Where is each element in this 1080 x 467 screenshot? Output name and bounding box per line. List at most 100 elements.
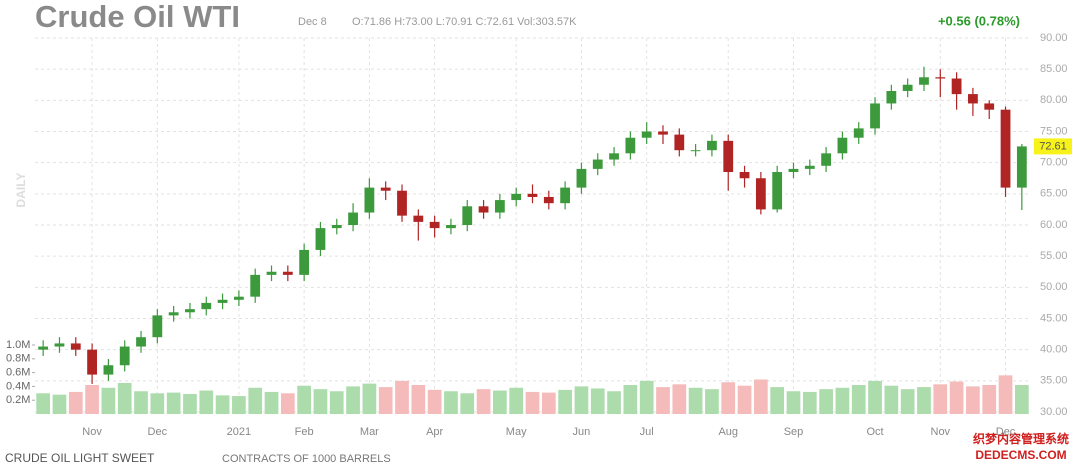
candle-body <box>380 187 391 191</box>
candle-body <box>234 296 244 300</box>
volume-bar <box>607 391 621 414</box>
candle-body <box>690 150 701 152</box>
candle-body <box>282 271 293 275</box>
candle-body <box>968 94 978 104</box>
y-tick-label: 90.00 <box>1040 32 1068 44</box>
change-label: +0.56 (0.78%) <box>938 13 1020 28</box>
volume-bar <box>150 393 165 414</box>
volume-bar <box>166 392 181 414</box>
candle-body <box>54 343 65 347</box>
volume-bar <box>623 385 638 414</box>
y-tick-label: 45.00 <box>1040 312 1068 324</box>
volume-bar <box>101 387 116 414</box>
y-tick-label: 55.00 <box>1040 250 1068 262</box>
price-badge <box>1034 138 1072 155</box>
candle-body <box>348 212 358 225</box>
volume-bar <box>721 382 736 414</box>
candle-body <box>266 271 277 275</box>
chart-title: Crude Oil WTI <box>35 0 240 34</box>
volume-bar <box>199 390 214 414</box>
candle-body <box>429 221 440 229</box>
x-tick-label: Jul <box>640 426 654 438</box>
candle-body <box>592 159 603 169</box>
y2-tick-label: 0.2M <box>6 394 30 406</box>
candle-body <box>870 103 880 129</box>
y-tick-label: 50.00 <box>1040 281 1068 293</box>
candle-body <box>804 165 815 169</box>
candle-body <box>250 274 261 297</box>
candle-body <box>576 168 587 188</box>
candle-body <box>625 137 636 154</box>
volume-bar <box>574 386 589 414</box>
volume-bar <box>737 385 752 414</box>
x-tick-label: Dec <box>996 426 1016 438</box>
candle-body <box>609 153 619 160</box>
candle-body <box>201 302 212 310</box>
x-tick-label: Nov <box>82 426 102 438</box>
volume-bar <box>411 385 426 414</box>
candle-body <box>185 309 195 313</box>
volume-bar <box>949 381 964 414</box>
volume-bar <box>590 388 605 414</box>
y2-tick-label: 0.4M <box>6 380 30 392</box>
volume-bar <box>215 395 230 414</box>
candle-body <box>70 343 81 350</box>
candle-body <box>462 206 473 225</box>
candle-body <box>511 193 522 201</box>
candle-body <box>821 153 831 166</box>
volume-bar <box>280 393 295 414</box>
x-tick-label: Apr <box>426 426 443 438</box>
volume-bar <box>134 391 148 414</box>
y-tick-label: 80.00 <box>1040 94 1068 106</box>
x-tick-label: Nov <box>931 426 951 438</box>
volume-bar <box>541 392 556 414</box>
x-tick-label: May <box>506 426 527 438</box>
candle-body <box>1000 109 1011 188</box>
candle-body <box>494 200 505 213</box>
volume-bar <box>85 385 99 414</box>
candle-body <box>984 103 995 110</box>
candle-body <box>315 228 326 250</box>
x-tick-label: Sep <box>784 426 804 438</box>
x-tick-label: Jun <box>573 426 591 438</box>
volume-bar <box>346 386 360 414</box>
volume-bar <box>493 390 507 414</box>
candle-body <box>168 312 179 316</box>
ohlc-info: O:71.86 H:73.00 L:70.91 C:72.61 Vol:303.… <box>352 16 577 28</box>
volume-bar <box>884 385 899 414</box>
footer-right: CONTRACTS OF 1000 BARRELS <box>222 453 391 465</box>
candle-body <box>152 315 163 338</box>
volume-bar <box>786 391 801 414</box>
volume-bar <box>802 391 817 414</box>
candle-body <box>413 215 424 222</box>
candle-body <box>853 128 864 138</box>
candle-body <box>919 77 929 85</box>
candle-body <box>217 299 228 303</box>
candle-body <box>902 84 913 91</box>
volume-bar <box>933 384 948 414</box>
candle-body <box>331 225 342 229</box>
candle-body <box>478 206 489 213</box>
y-tick-label: 85.00 <box>1040 63 1068 75</box>
y-tick-label: 70.00 <box>1040 157 1068 169</box>
volume-bar <box>639 380 654 414</box>
volume-bar <box>509 387 524 414</box>
volume-bar <box>264 391 279 414</box>
watermark: DEDECMS.COM <box>975 448 1066 462</box>
volume-bar <box>297 385 311 414</box>
candle-body <box>527 193 538 197</box>
candle-body <box>1016 146 1027 188</box>
period-label: DAILY <box>14 173 28 208</box>
candle-body <box>755 178 766 210</box>
candle-body <box>674 134 685 151</box>
volume-bar <box>835 387 850 414</box>
candle-body <box>788 168 799 173</box>
volume-bar <box>248 387 263 414</box>
volume-bar <box>705 389 719 414</box>
candle-body <box>119 346 130 366</box>
volume-bar <box>329 391 344 414</box>
volume-bar <box>656 387 670 414</box>
date-label: Dec 8 <box>298 16 327 28</box>
candle-body <box>837 137 848 154</box>
